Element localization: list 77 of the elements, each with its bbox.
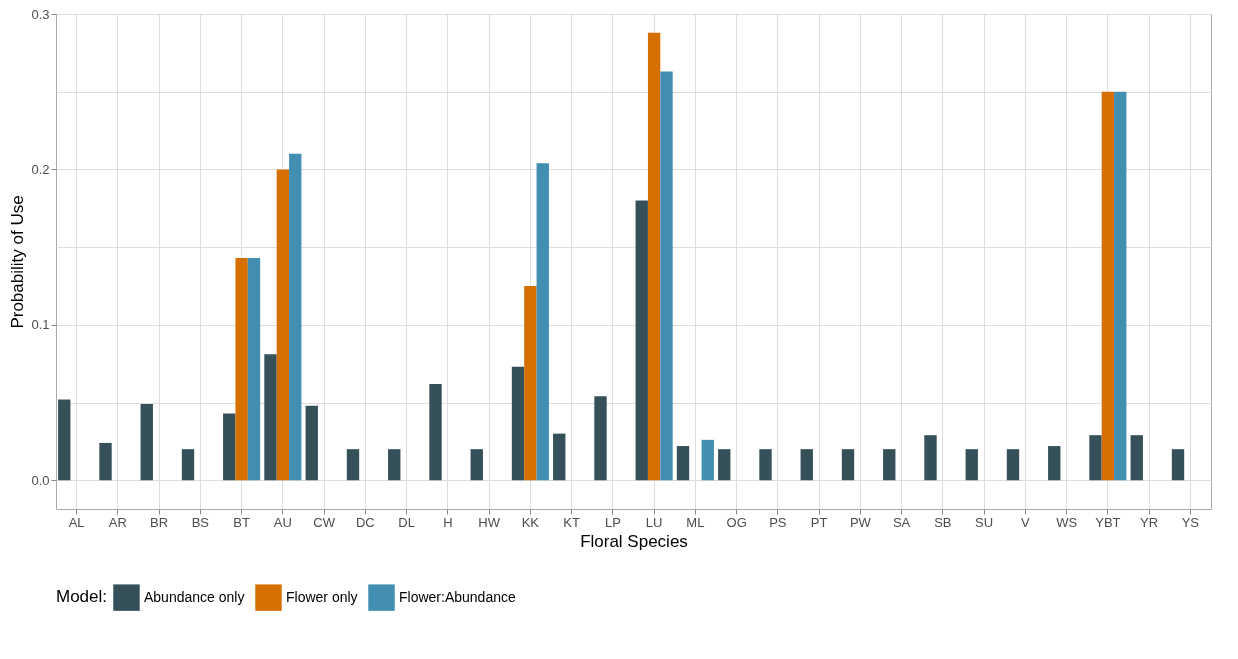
x-tick-label: WS <box>1056 514 1078 530</box>
x-tick-label: PW <box>849 514 872 530</box>
bar <box>841 449 855 481</box>
x-tick-label: HW <box>478 514 501 530</box>
legend-title: Model: <box>56 587 108 606</box>
x-tick-label: AL <box>68 514 85 530</box>
x-tick-label: H <box>443 514 453 530</box>
bar <box>140 404 153 481</box>
bar <box>594 396 607 481</box>
bar <box>346 449 360 481</box>
x-tick-label: DL <box>398 514 415 530</box>
bar <box>289 153 302 481</box>
x-tick-label: V <box>1021 514 1031 530</box>
x-tick-label: SB <box>934 514 952 530</box>
bar <box>1101 91 1115 481</box>
legend-label: Flower:Abundance <box>399 588 516 605</box>
x-tick-label: KT <box>563 514 580 530</box>
x-tick-label: PT <box>810 514 828 530</box>
bar <box>1089 435 1102 481</box>
x-tick-label: BT <box>233 514 250 530</box>
bar <box>235 258 248 481</box>
bar <box>676 446 690 481</box>
bar <box>1130 435 1143 481</box>
x-tick-label: BR <box>150 514 169 530</box>
bar <box>1114 91 1127 481</box>
bar <box>99 442 112 481</box>
bar <box>223 413 236 481</box>
x-tick-label: KK <box>521 514 540 530</box>
bar <box>924 435 937 481</box>
bar <box>264 354 277 481</box>
x-tick-label: AU <box>273 514 292 530</box>
x-tick-label: ML <box>686 514 705 530</box>
bar <box>553 433 566 481</box>
bar <box>305 405 318 481</box>
bar <box>1171 449 1185 481</box>
bar <box>883 449 896 481</box>
bar <box>470 449 483 481</box>
x-tick-label: LP <box>604 514 621 530</box>
x-tick-label: YS <box>1181 514 1200 530</box>
bar <box>701 439 714 481</box>
bar <box>635 200 648 481</box>
legend-label: Abundance only <box>144 588 245 605</box>
x-tick-label: OG <box>726 514 747 530</box>
y-tick-label: 0.0 <box>31 472 50 488</box>
bar <box>429 383 442 481</box>
x-tick-label: YR <box>1140 514 1159 530</box>
x-tick-label: PS <box>769 514 787 530</box>
bar <box>388 449 401 481</box>
bar <box>247 258 261 481</box>
y-axis-title: Probability of Use <box>8 195 28 329</box>
bar <box>58 399 71 481</box>
x-tick-label: YBT <box>1095 514 1121 530</box>
bar <box>965 449 978 481</box>
y-tick-label: 0.1 <box>31 317 50 333</box>
bar <box>181 449 195 481</box>
x-tick-label: CW <box>313 514 336 530</box>
x-tick-label: SU <box>975 514 994 530</box>
x-tick-label: BS <box>191 514 210 530</box>
x-tick-label: LU <box>645 514 663 530</box>
bar <box>524 285 537 481</box>
x-tick-label: AR <box>108 514 127 530</box>
bar <box>800 449 813 481</box>
y-tick-label: 0.3 <box>31 6 50 22</box>
y-tick-label: 0.2 <box>31 161 50 177</box>
bar <box>1006 449 1020 481</box>
bar <box>660 71 673 481</box>
legend-label: Flower only <box>286 588 358 605</box>
bar <box>276 169 290 481</box>
bar <box>536 163 549 481</box>
bar <box>718 449 731 481</box>
bar <box>647 32 661 481</box>
bar <box>759 449 772 481</box>
x-tick-label: SA <box>892 514 911 530</box>
x-axis-title: Floral Species <box>580 531 688 551</box>
bar <box>511 366 525 481</box>
bar <box>1048 446 1061 481</box>
x-tick-label: DC <box>355 514 375 530</box>
